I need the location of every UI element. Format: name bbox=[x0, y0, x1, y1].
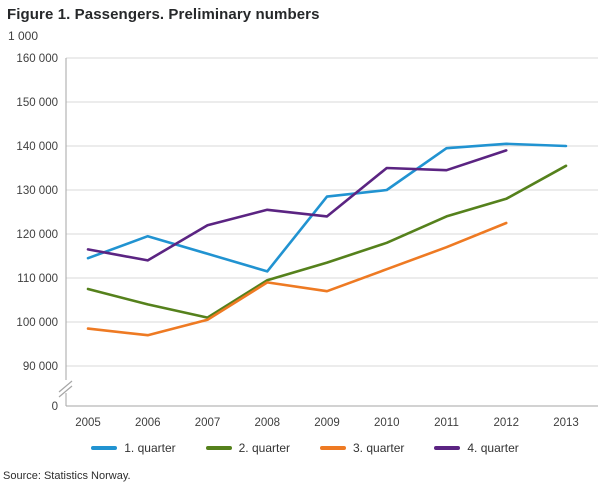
legend-label: 3. quarter bbox=[353, 441, 405, 455]
x-tick-label: 2010 bbox=[374, 417, 400, 429]
x-tick-label: 2013 bbox=[553, 417, 579, 429]
x-tick-label: 2008 bbox=[254, 417, 280, 429]
legend-line-swatch bbox=[434, 446, 461, 450]
legend-item-4-quarter: 4. quarter bbox=[434, 441, 519, 455]
series-line-3-quarter bbox=[86, 221, 508, 337]
x-tick-label: 2007 bbox=[195, 417, 221, 429]
x-tick-label: 2005 bbox=[75, 417, 101, 429]
legend-label: 2. quarter bbox=[238, 441, 290, 455]
y-tick-label: 160 000 bbox=[16, 53, 58, 65]
legend-line-swatch bbox=[91, 446, 118, 450]
line-chart: 160 000 150 000 140 000 130 000 120 000 110 0… bbox=[16, 53, 598, 429]
legend-line-swatch bbox=[205, 446, 232, 450]
y-tick-label: 140 000 bbox=[16, 141, 58, 153]
x-tick-label: 2012 bbox=[493, 417, 519, 429]
legend-label: 1. quarter bbox=[124, 441, 176, 455]
chart-legend: 1. quarter 2. quarter 3. quarter 4. quarter bbox=[0, 441, 610, 455]
axis-break-icon bbox=[58, 380, 73, 393]
axis-break-icon bbox=[58, 385, 73, 398]
series-line-1-quarter bbox=[86, 142, 568, 273]
legend-item-1-quarter: 1. quarter bbox=[91, 441, 176, 455]
y-tick-label: 0 bbox=[52, 401, 58, 413]
y-tick-label: 120 000 bbox=[16, 229, 58, 241]
y-tick-label: 90 000 bbox=[23, 361, 58, 373]
x-tick-label: 2009 bbox=[314, 417, 340, 429]
x-tick-label: 2011 bbox=[434, 417, 459, 429]
legend-item-2-quarter: 2. quarter bbox=[205, 441, 290, 455]
y-axis-unit-label: 1 000 bbox=[8, 29, 39, 43]
legend-item-3-quarter: 3. quarter bbox=[320, 441, 404, 455]
y-tick-label: 110 000 bbox=[17, 273, 58, 285]
legend-label: 4. quarter bbox=[467, 441, 519, 455]
y-tick-label: 150 000 bbox=[16, 97, 58, 109]
series-line-2-quarter bbox=[86, 164, 568, 319]
series-line-4-quarter bbox=[86, 149, 508, 262]
y-tick-label: 100 000 bbox=[16, 317, 58, 329]
y-tick-label: 130 000 bbox=[16, 185, 58, 197]
legend-line-swatch bbox=[320, 446, 346, 450]
x-tick-label: 2006 bbox=[135, 417, 161, 429]
figure-title: Figure 1. Passengers. Preliminary number… bbox=[7, 6, 320, 23]
source-note: Source: Statistics Norway. bbox=[3, 470, 131, 482]
